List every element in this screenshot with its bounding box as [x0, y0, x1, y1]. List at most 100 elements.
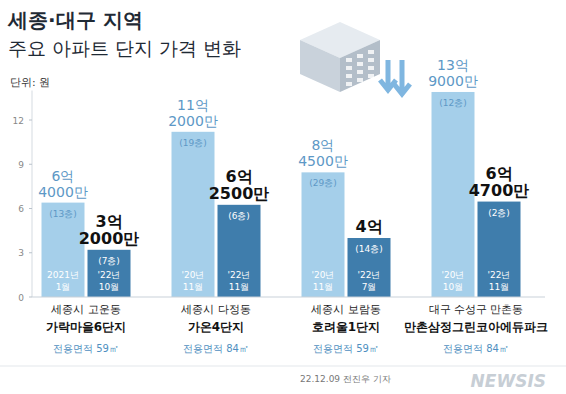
category-region: 세종시 고운동: [51, 303, 121, 316]
text-line: 9000만: [428, 73, 478, 89]
y-tick-label: 6: [18, 204, 24, 214]
bars: [42, 92, 521, 297]
category-area: 전용면적 84㎡: [443, 343, 509, 354]
y-tick: [29, 252, 32, 253]
bar: [478, 202, 521, 297]
category-area: 전용면적 84㎡: [183, 343, 249, 354]
data-label: 4억: [355, 217, 382, 236]
date-label: '22년 11월: [228, 270, 251, 292]
icon-arrow: [394, 60, 410, 94]
text-line: '22년: [488, 270, 511, 280]
category-region: 세종시 다정동: [181, 303, 251, 316]
chart: 세종·대구 지역주요 아파트 단지 가격 변화단위: 원 0 3 6 9 12 6억4000…: [0, 0, 566, 394]
text-line: 4700만: [469, 181, 530, 200]
category-region: 대구 수성구 만촌동: [429, 303, 524, 316]
bar: [218, 205, 261, 297]
icon-window: [357, 62, 363, 66]
subtitle: 주요 아파트 단지 가격 변화: [8, 37, 241, 59]
icon-window: [368, 50, 374, 54]
date-label: '22년7월: [358, 270, 381, 292]
text-line: 10월: [443, 282, 463, 292]
data-label: 6억4000만: [38, 168, 88, 200]
category-label: 가온4단지: [188, 320, 244, 334]
data-label: 11억2000만: [168, 97, 218, 129]
icon-window: [357, 54, 363, 58]
text-line: 10월: [99, 282, 119, 292]
text-line: 2000만: [168, 113, 218, 129]
text-line: 1월: [56, 282, 71, 292]
floor-label: (19층): [179, 138, 206, 148]
text-line: 11억: [177, 97, 209, 113]
floor-label: (12층): [439, 98, 466, 108]
y-tick-label: 9: [18, 160, 24, 170]
floor-label: (29층): [309, 178, 336, 188]
watermark: NEWSIS: [471, 371, 546, 391]
icon-window: [368, 66, 374, 70]
background: [0, 0, 566, 394]
text-line: '22년: [228, 270, 251, 280]
date-label: 2021년 1월: [47, 270, 79, 292]
text-line: 4500만: [298, 153, 348, 169]
y-tick-label: 12: [13, 116, 24, 126]
building-icon: [300, 22, 410, 94]
category-label: 호려울1단지: [312, 320, 380, 334]
text-line: 6억: [52, 168, 75, 184]
icon-window: [346, 74, 352, 78]
icon-window: [368, 74, 374, 78]
text-line: 2500만: [209, 184, 270, 203]
icon-shape: [340, 40, 380, 92]
icon-shape: [300, 40, 340, 92]
date-label: '20년11월: [182, 270, 205, 292]
y-tick: [29, 208, 32, 209]
category-area: 전용면적 59㎡: [53, 343, 119, 354]
date-label: '20년 10월: [442, 270, 465, 292]
y-tick: [29, 164, 32, 165]
footer-rule: [0, 366, 566, 367]
title: 세종·대구 지역: [7, 8, 143, 32]
icon-window: [357, 70, 363, 74]
text-line: 11월: [313, 282, 333, 292]
text-line: 4000만: [38, 184, 88, 200]
text-line: '22년: [98, 270, 121, 280]
y-tick: [29, 120, 32, 121]
category-label: 만촌삼정그린코아에듀파크: [404, 320, 548, 334]
baseline: [32, 297, 545, 298]
floor-label: (7층): [98, 256, 120, 266]
text-line: '20년: [312, 270, 335, 280]
text-line: 2000만: [79, 229, 140, 248]
icon-window: [346, 82, 352, 86]
text-line: 11월: [229, 282, 249, 292]
bar: [88, 250, 131, 297]
credit: 22.12.09 전진우 기자: [300, 374, 391, 384]
data-label: 3억2000만: [79, 212, 140, 248]
data-label: 6억4700만: [469, 164, 530, 200]
date-label: '22년 10월: [98, 270, 121, 292]
floor-label: (13층): [49, 209, 76, 219]
bar: [172, 132, 215, 297]
labels: 6억4000만(13층)2021년1월11억2000만(19층)'20년11월8…: [38, 57, 529, 292]
text-line: 11월: [183, 282, 203, 292]
text-line: '20년: [442, 270, 465, 280]
unit-label: 단위: 원: [10, 76, 50, 89]
bar: [302, 172, 345, 297]
text-line: 11월: [489, 282, 509, 292]
date-label: '20년 11월: [312, 270, 335, 292]
bar: [348, 238, 391, 297]
text-line: 4억: [355, 217, 382, 236]
category-label: 가락마을6단지: [46, 320, 126, 334]
text-line: 2021년: [47, 270, 79, 280]
data-label: 6억2500만: [209, 167, 270, 203]
y-tick-label: 3: [18, 248, 24, 258]
icon-window: [346, 58, 352, 62]
category-region: 세종시 보람동: [311, 303, 381, 316]
text-line: 8억: [312, 137, 335, 153]
icon-window: [368, 58, 374, 62]
icon-window: [357, 78, 363, 82]
date-label: '22년 11월: [488, 270, 511, 292]
data-label: 8억4500만: [298, 137, 348, 169]
text-line: '22년: [358, 270, 381, 280]
y-axis-line: [32, 91, 33, 298]
floor-label: (2층): [488, 208, 510, 218]
text-line: 13억: [437, 57, 469, 73]
y-tick-label: 0: [18, 293, 24, 303]
